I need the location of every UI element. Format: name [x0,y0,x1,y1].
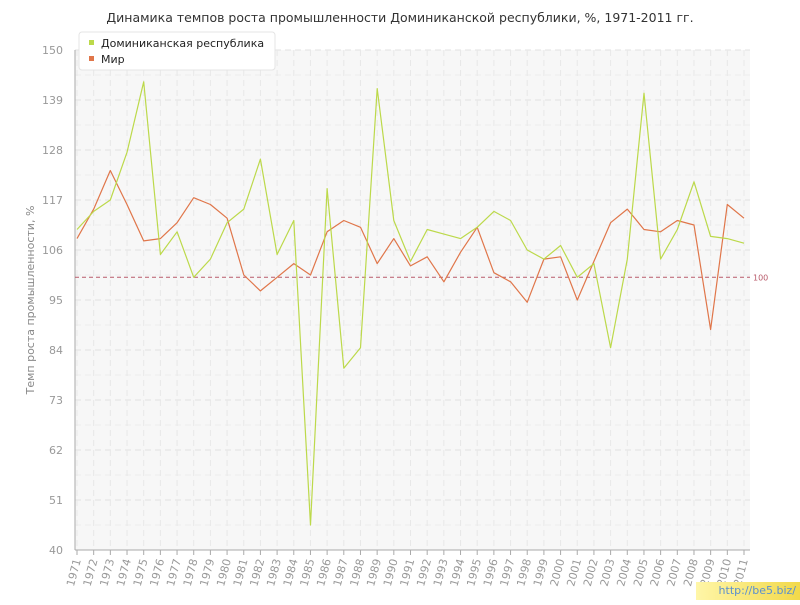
legend-swatch-world [89,56,94,61]
y-tick-label: 139 [42,94,63,107]
chart-title: Динамика темпов роста промышленности Дом… [106,10,693,25]
y-axis-title: Темп роста промышленности, % [24,206,37,396]
y-tick-label: 62 [49,444,63,457]
y-tick-label: 117 [42,194,63,207]
y-tick-label: 106 [42,244,63,257]
reference-line-group: 100 [75,273,768,282]
y-tick-label: 150 [42,44,63,57]
legend-label-dominican: Доминиканская республика [101,37,264,50]
y-tick-label: 84 [49,344,63,357]
series-line-world [76,169,745,331]
y-tick-label: 73 [49,394,63,407]
legend: Доминиканская республика Мир [78,31,276,71]
y-tick-label: 128 [42,144,63,157]
watermark-link[interactable]: http://be5.biz/ [696,582,800,600]
y-tick-label: 40 [49,544,63,557]
legend-label-world: Мир [101,53,125,66]
grid [75,49,750,551]
series-line-dominican [76,81,745,526]
series-group [76,81,745,526]
legend-box [78,31,276,71]
y-tick-label: 51 [49,494,63,507]
legend-swatch-dominican [89,40,94,45]
reference-line-label: 100 [753,273,768,282]
y-tick-label: 95 [49,294,63,307]
